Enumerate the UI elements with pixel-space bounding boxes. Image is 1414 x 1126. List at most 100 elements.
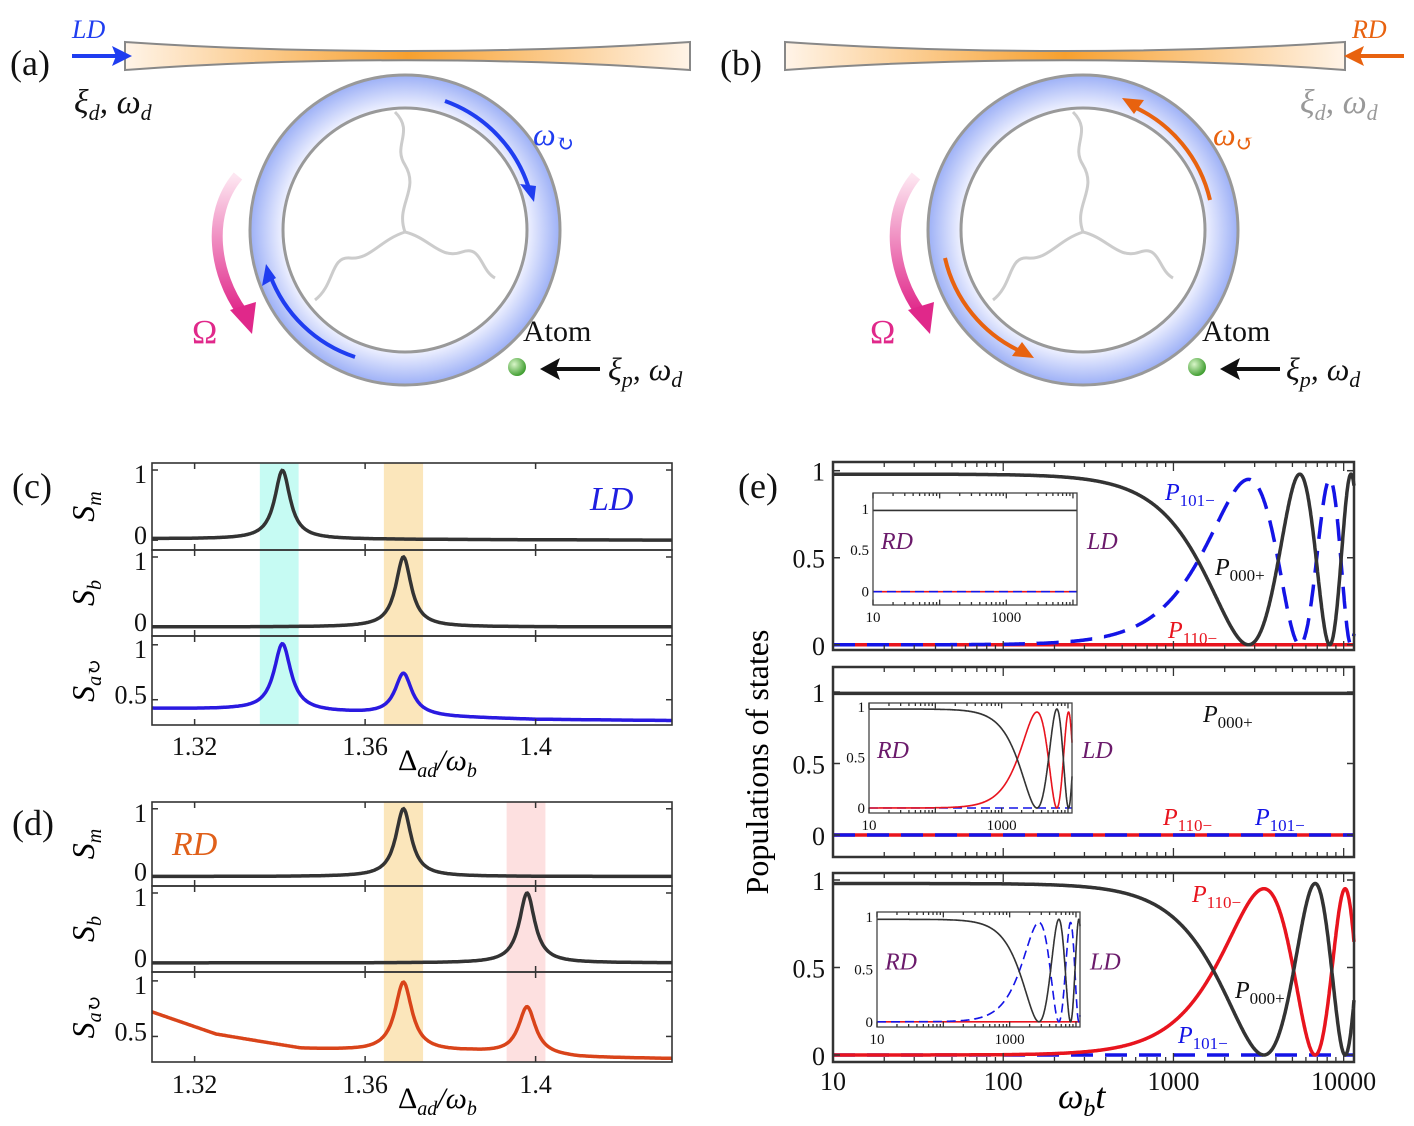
y-tick-label: 0.5 xyxy=(115,1017,148,1046)
subplot-frame xyxy=(151,971,673,1063)
population-label: P000+ xyxy=(1234,978,1285,1008)
counterclockwise-mode-arrow-icon xyxy=(943,98,1212,358)
probe-arrow-icon xyxy=(540,358,600,380)
inset-frame xyxy=(872,492,1078,606)
inset-y-tick-label: 0.5 xyxy=(846,750,865,766)
y-tick-label: 0 xyxy=(812,632,825,661)
subplot-frame xyxy=(831,460,1356,652)
waveguide xyxy=(784,40,1346,72)
population-curve xyxy=(877,921,1081,1023)
inset-y-tick-label: 0 xyxy=(858,801,866,817)
y-tick-label: 0 xyxy=(134,858,147,887)
inset-background xyxy=(873,493,1077,605)
pump-label: Ω xyxy=(192,314,217,351)
y-tick-label: 1 xyxy=(134,547,147,576)
shaded-band xyxy=(506,802,546,1062)
y-axis-label: Sa↻ xyxy=(65,659,106,702)
ring-resonator xyxy=(250,75,560,385)
probe-parameters-label: ξp, ωd xyxy=(608,351,683,392)
population-label: P110− xyxy=(1191,882,1241,912)
drive-parameters-label: ξd, ωd xyxy=(1300,84,1379,125)
inset-x-tick-label: 10 xyxy=(866,610,881,626)
inset-y-tick-label: 0.5 xyxy=(850,543,869,559)
inset-plot: 0 0.5 1 10 1000 RD LD xyxy=(854,910,1120,1048)
population-labels: P101−P000+P110−P000+P110− P101−P110−P000+… xyxy=(1162,480,1305,1053)
inset-y-tick-label: 0 xyxy=(862,585,870,601)
x-tick-label: 10 xyxy=(820,1067,846,1096)
population-label: P000+ xyxy=(1202,702,1253,732)
y-tick-label: 1 xyxy=(134,971,147,1000)
inset-x-tick-label: 1000 xyxy=(987,818,1017,834)
probe-parameters-label: ξp, ωd xyxy=(1286,351,1361,392)
inset-label-rd: RD xyxy=(884,950,917,976)
spectrum-curve xyxy=(152,468,672,542)
y-tick-label: 1 xyxy=(134,799,147,828)
panel-label-d: (d) xyxy=(12,803,54,843)
panel-d-drive-annotation: RD xyxy=(171,826,218,863)
population-label: P000+ xyxy=(1214,555,1265,585)
mode-frequency-label: ω↻ xyxy=(533,116,574,156)
y-tick-label: 1 xyxy=(812,458,825,487)
inset-frame xyxy=(876,911,1081,1028)
schematic-left-drive: (a) LD ξd, ωd ω↻ Ω Atom ξp, ωd xyxy=(10,15,691,392)
y-tick-label: 1 xyxy=(134,635,147,664)
spectrum-curve xyxy=(152,806,672,879)
pump-arrow-icon xyxy=(211,172,256,334)
x-axis-label-e: ωbt xyxy=(1058,1076,1106,1122)
inset-plot: 0 0.5 1 10 1000 RD LD xyxy=(850,492,1118,626)
ring-outer-edge xyxy=(926,73,1240,387)
x-tick-label: 100 xyxy=(984,1067,1023,1096)
y-axis-label: Sm xyxy=(65,491,106,521)
atom-icon xyxy=(508,358,526,376)
population-label: P110− xyxy=(1162,805,1212,835)
inset-plot: 0 0.5 1 10 1000 RD LD xyxy=(846,700,1112,834)
x-tick-label: 1.32 xyxy=(172,732,218,761)
y-tick-label: 1 xyxy=(134,460,147,489)
inset-y-tick-label: 1 xyxy=(862,502,870,518)
y-tick-label: 0.5 xyxy=(115,681,148,710)
panel-label-a: (a) xyxy=(10,43,50,83)
inset-y-tick-label: 0 xyxy=(866,1015,874,1031)
subplot-frame xyxy=(831,665,1356,859)
population-curve xyxy=(833,472,1356,647)
inset-y-tick-label: 1 xyxy=(866,910,874,926)
panel-c-drive-annotation: LD xyxy=(589,481,634,518)
y-tick-label: 0 xyxy=(134,608,147,637)
atom-label: Atom xyxy=(1202,315,1270,348)
ring-resonator xyxy=(928,75,1238,385)
y-tick-label: 0 xyxy=(134,944,147,973)
x-tick-label: 1.36 xyxy=(342,732,388,761)
atom-icon xyxy=(1188,358,1206,376)
inset-label-ld: LD xyxy=(1086,529,1118,555)
shaded-band xyxy=(383,463,424,725)
mechanical-spokes xyxy=(314,110,496,302)
y-tick-label: 1 xyxy=(812,679,825,708)
y-tick-label: 0.5 xyxy=(793,955,826,984)
pump-label: Ω xyxy=(870,314,895,351)
schematic-right-drive: (b) RD ξd, ωd ω↺ Ω Atom ξp, ωd xyxy=(720,15,1404,392)
mode-frequency-label: ω↺ xyxy=(1213,116,1254,156)
population-curve xyxy=(833,887,1356,1057)
y-tick-label: 0.5 xyxy=(793,751,826,780)
population-label: P101− xyxy=(1254,805,1305,835)
y-tick-label: 0 xyxy=(812,1042,825,1071)
probe-arrow-icon xyxy=(1220,358,1280,380)
y-axis-label: Sm xyxy=(65,829,106,859)
drive-label-ld: LD xyxy=(71,15,105,44)
ring-outer-edge xyxy=(248,73,562,387)
inset-x-tick-label: 1000 xyxy=(991,610,1021,626)
inset-label-ld: LD xyxy=(1089,950,1121,976)
population-label: P101− xyxy=(1177,1023,1228,1053)
shaded-band xyxy=(383,802,424,1062)
atom-label: Atom xyxy=(523,315,591,348)
x-tick-label: 10000 xyxy=(1311,1067,1376,1096)
population-curve xyxy=(877,918,1081,1023)
x-axis-label-d: Δad/ωb xyxy=(398,1082,477,1120)
drive-parameters-label: ξd, ωd xyxy=(74,84,153,125)
